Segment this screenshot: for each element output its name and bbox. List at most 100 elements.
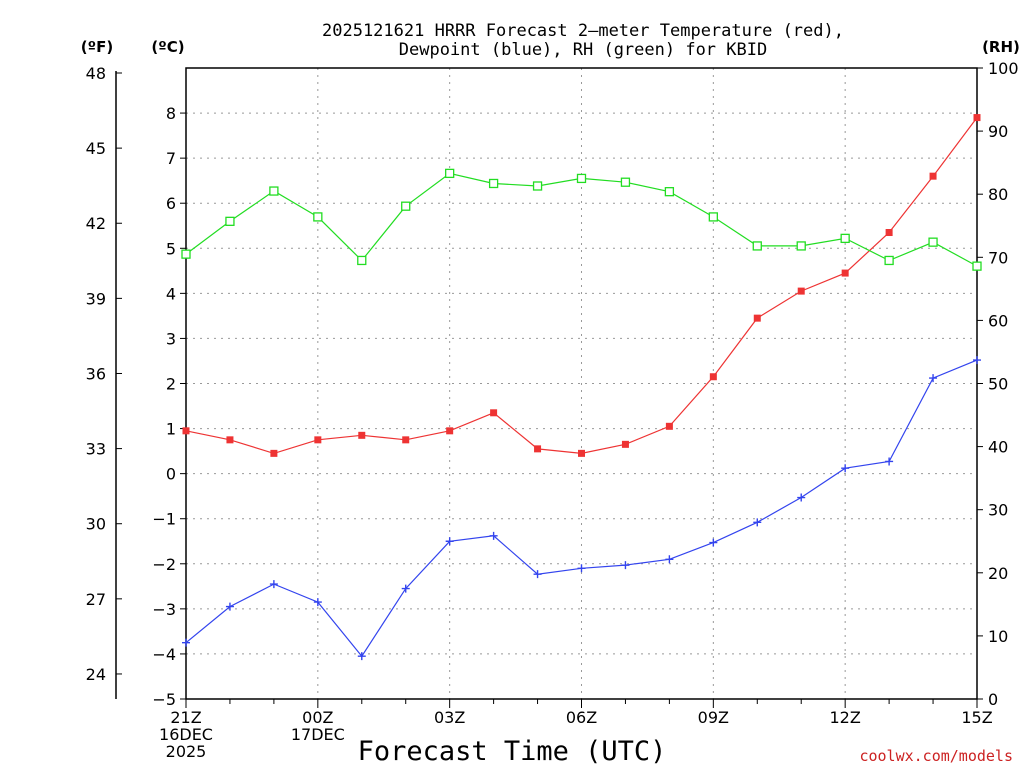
- time-tick-label: 12Z: [830, 708, 861, 727]
- dewpoint-point: [577, 564, 586, 573]
- rh-point: [225, 216, 235, 226]
- time-tick-label: 09Z: [698, 708, 729, 727]
- dewpoint-point: [665, 555, 674, 564]
- celsius-tick-label: 2: [166, 375, 176, 394]
- rh-tick-label: 0: [988, 690, 998, 709]
- fahrenheit-tick-label: 45: [86, 139, 106, 158]
- temperature-point: [182, 427, 190, 435]
- temperature-point: [841, 269, 849, 277]
- rh-unit-label: (RH): [982, 38, 1020, 56]
- celsius-tick-label: −4: [152, 645, 176, 664]
- celsius-tick-label: 7: [166, 149, 176, 168]
- rh-tick-label: 70: [988, 248, 1008, 267]
- celsius-tick-label: 4: [166, 284, 176, 303]
- time-tick-label: 03Z: [434, 708, 465, 727]
- time-tick-label: 21Z: [170, 708, 201, 727]
- rh-point: [269, 186, 279, 196]
- dewpoint-point: [445, 537, 454, 546]
- rh-tick-label: 50: [988, 375, 1008, 394]
- credit-text: coolwx.com/models: [859, 747, 1013, 765]
- dewpoint-point: [401, 584, 410, 593]
- celsius-unit-label: (ºC): [151, 38, 184, 56]
- temperature-point: [797, 287, 805, 295]
- chart-title-line1: 2025121621 HRRR Forecast 2–meter Tempera…: [322, 21, 844, 41]
- temperature-point: [358, 431, 366, 439]
- time-tick-label: 15Z: [961, 708, 992, 727]
- time-tick-label: 17DEC: [291, 725, 345, 744]
- fahrenheit-tick-label: 48: [86, 64, 106, 83]
- rh-tick-label: 30: [988, 501, 1008, 520]
- celsius-tick-label: −5: [152, 690, 176, 709]
- temperature-point: [226, 436, 234, 444]
- rh-point: [532, 181, 543, 191]
- dewpoint-point: [841, 464, 850, 473]
- celsius-tick-label: 5: [166, 239, 176, 258]
- dewpoint-point: [709, 538, 718, 547]
- rh-point: [357, 255, 367, 266]
- dewpoint-point: [973, 356, 981, 365]
- rh-point: [488, 178, 499, 189]
- time-tick-label: 06Z: [566, 708, 597, 727]
- temperature-point: [929, 172, 937, 180]
- fahrenheit-tick-label: 39: [86, 289, 106, 308]
- temperature-point: [973, 114, 981, 122]
- fahrenheit-unit-label: (ºF): [81, 38, 113, 56]
- temperature-point: [270, 449, 278, 457]
- fahrenheit-tick-label: 24: [86, 665, 106, 684]
- rh-point: [576, 173, 587, 184]
- rh-tick-label: 20: [988, 564, 1008, 583]
- celsius-tick-label: 0: [166, 465, 176, 484]
- dewpoint-point: [269, 580, 278, 589]
- rh-point: [884, 255, 894, 266]
- temperature-point: [314, 436, 322, 444]
- dewpoint-point: [313, 598, 322, 607]
- temperature-point: [534, 445, 542, 453]
- temperature-point: [709, 373, 717, 381]
- rh-tick-label: 10: [988, 627, 1008, 646]
- axes: −5−4−3−2−101234567821Z16DEC202500Z17DEC0…: [86, 59, 1019, 761]
- dewpoint-point: [797, 493, 806, 502]
- temperature-point: [665, 422, 673, 430]
- rh-tick-label: 60: [988, 311, 1008, 330]
- time-tick-label: 00Z: [302, 708, 333, 727]
- fahrenheit-tick-label: 36: [86, 364, 106, 383]
- rh-point: [928, 237, 938, 247]
- celsius-tick-label: −2: [152, 555, 176, 574]
- rh-point: [620, 177, 631, 187]
- x-axis-label: Forecast Time (UTC): [358, 736, 667, 767]
- temperature-point: [885, 229, 893, 237]
- time-tick-label: 2025: [166, 742, 207, 761]
- rh-point: [313, 212, 323, 222]
- rh-point: [401, 201, 411, 211]
- grid-lines: [186, 68, 977, 699]
- celsius-tick-label: 3: [166, 329, 176, 348]
- celsius-tick-label: 1: [166, 420, 176, 439]
- dewpoint-point: [621, 561, 630, 570]
- temperature-point: [446, 427, 454, 435]
- celsius-tick-label: −1: [152, 510, 176, 529]
- rh-tick-label: 90: [988, 122, 1008, 141]
- rh-point: [752, 241, 762, 251]
- fahrenheit-tick-label: 42: [86, 214, 106, 233]
- temperature-point: [490, 409, 498, 417]
- rh-tick-label: 80: [988, 185, 1008, 204]
- celsius-tick-label: −3: [152, 600, 176, 619]
- rh-point: [445, 168, 455, 179]
- time-tick-label: 16DEC: [159, 725, 213, 744]
- rh-point: [840, 233, 850, 244]
- rh-point: [796, 241, 806, 251]
- rh-point: [181, 249, 191, 259]
- rh-point: [664, 187, 675, 197]
- dewpoint-point: [929, 374, 938, 383]
- dewpoint-point: [225, 602, 234, 611]
- rh-point: [708, 212, 718, 222]
- temperature-point: [621, 440, 629, 448]
- celsius-tick-label: 8: [166, 104, 176, 123]
- temperature-point: [578, 449, 585, 457]
- dewpoint-point: [182, 638, 190, 647]
- temperature-point: [402, 436, 410, 444]
- rh-tick-label: 100: [988, 59, 1019, 78]
- chart-title-line2: Dewpoint (blue), RH (green) for KBID: [399, 40, 767, 60]
- fahrenheit-tick-label: 33: [86, 440, 106, 459]
